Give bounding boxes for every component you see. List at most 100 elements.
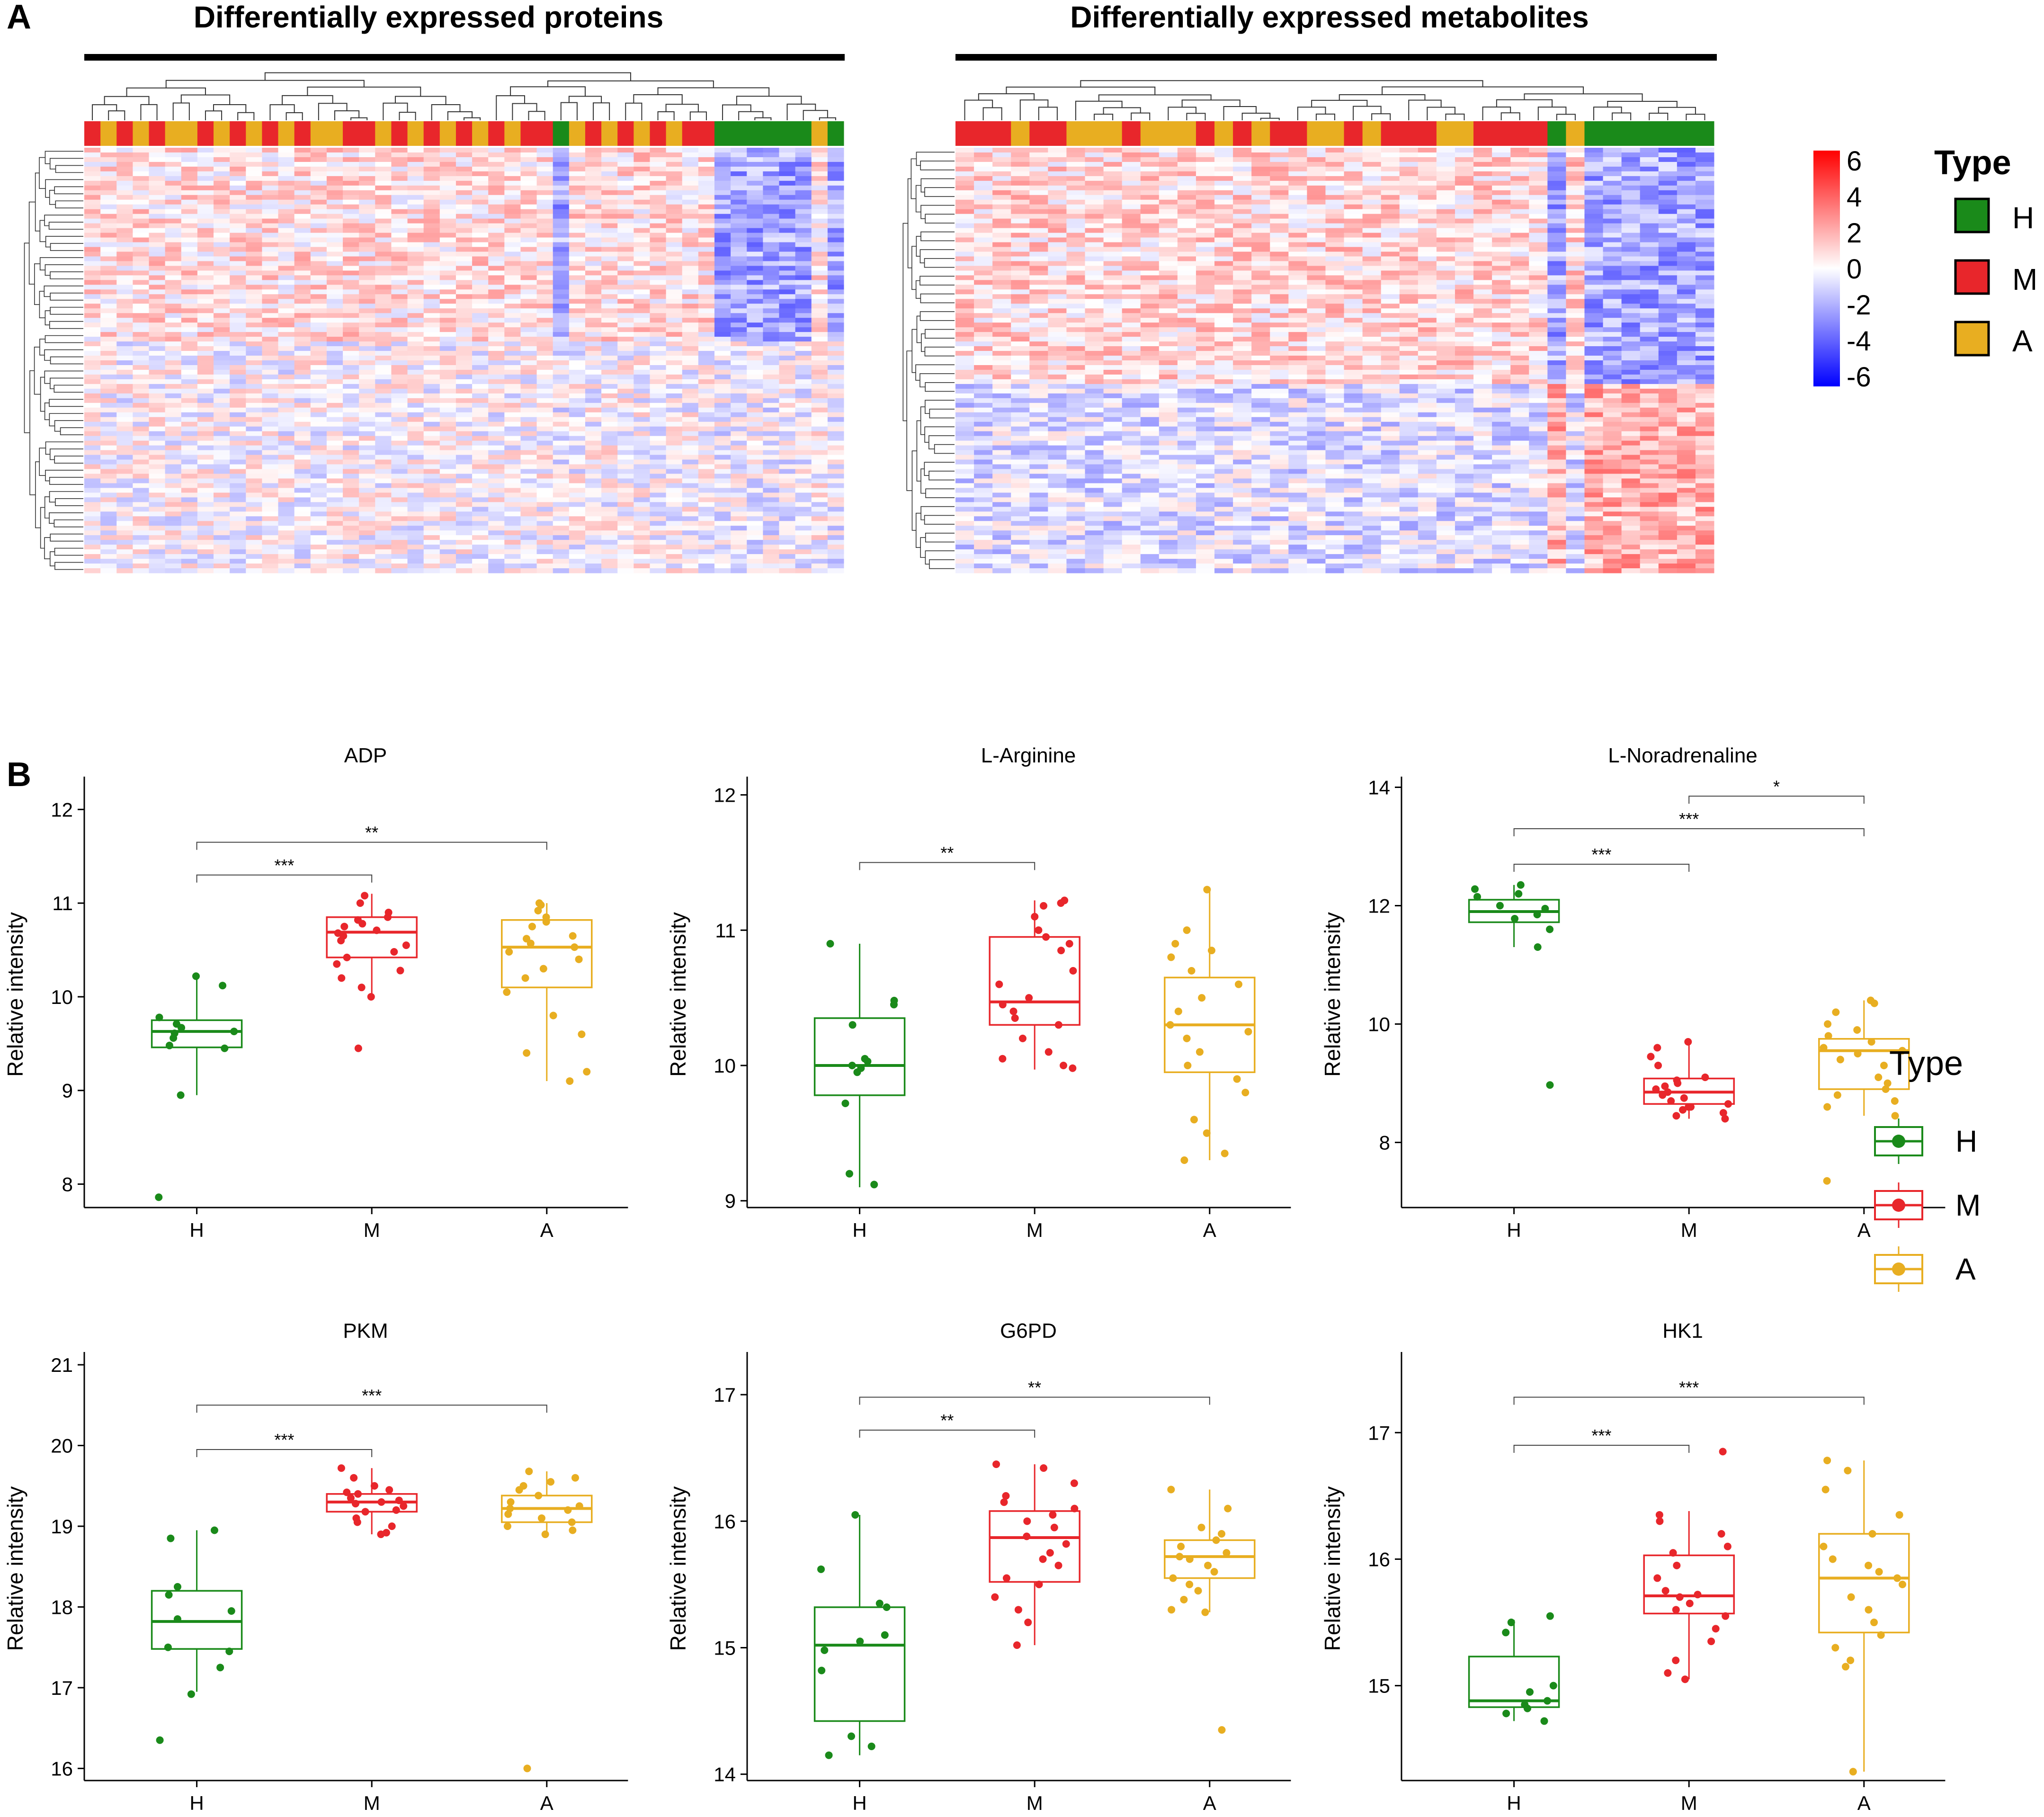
heatmap-cell bbox=[262, 440, 279, 446]
heatmap-cell bbox=[1529, 152, 1548, 158]
heatmap-cell bbox=[504, 507, 521, 512]
heatmap-cell bbox=[326, 393, 343, 399]
heatmap-cell bbox=[747, 337, 763, 342]
heatmap-cell bbox=[343, 242, 359, 248]
heatmap-cell bbox=[181, 209, 198, 215]
dendrogram-branch bbox=[50, 356, 83, 365]
heatmap-cell bbox=[278, 242, 295, 248]
heatmap-cell bbox=[472, 299, 489, 304]
heatmap-cell bbox=[407, 483, 424, 488]
heatmap-cell bbox=[650, 190, 667, 196]
heatmap-cell bbox=[795, 285, 812, 290]
heatmap-cell bbox=[1214, 152, 1233, 158]
heatmap-cell bbox=[617, 356, 634, 361]
heatmap-cell bbox=[955, 195, 974, 200]
heatmap-cell bbox=[84, 450, 101, 456]
heatmap-cell bbox=[714, 308, 731, 313]
heatmap-cell bbox=[585, 374, 602, 380]
heatmap-cell bbox=[391, 474, 408, 479]
heatmap-cell bbox=[714, 545, 731, 550]
heatmap-cell bbox=[375, 407, 392, 413]
heatmap-cell bbox=[1510, 171, 1529, 177]
heatmap-cell bbox=[569, 526, 586, 531]
heatmap-cell bbox=[569, 346, 586, 351]
heatmap-cell bbox=[553, 492, 570, 498]
heatmap-cell bbox=[731, 280, 747, 285]
heatmap-cell bbox=[230, 176, 246, 181]
heatmap-cell bbox=[553, 214, 570, 219]
heatmap-cell bbox=[1455, 176, 1474, 181]
heatmap-cell bbox=[391, 299, 408, 304]
heatmap-cell bbox=[714, 337, 731, 342]
heatmap-cell bbox=[536, 554, 553, 559]
heatmap-cell bbox=[439, 502, 456, 507]
heatmap-cell bbox=[214, 322, 230, 328]
heatmap-cell bbox=[488, 530, 505, 536]
heatmap-cell bbox=[1196, 148, 1215, 153]
heatmap-cell bbox=[455, 365, 473, 370]
heatmap-cell bbox=[666, 270, 683, 276]
heatmap-cell bbox=[601, 199, 618, 205]
heatmap-cell bbox=[698, 511, 715, 517]
heatmap-cell bbox=[488, 195, 505, 200]
heatmap-cell bbox=[617, 185, 634, 191]
heatmap-cell bbox=[100, 379, 117, 385]
heatmap-cell bbox=[811, 289, 828, 295]
dendrogram-branch bbox=[738, 111, 764, 120]
heatmap-cell bbox=[682, 152, 699, 158]
heatmap-metabolites: Differentially expressed metabolites bbox=[902, 0, 1717, 573]
heatmap-cell bbox=[698, 540, 715, 545]
heatmap-cell bbox=[230, 341, 246, 347]
heatmap-cell bbox=[682, 285, 699, 290]
heatmap-cell bbox=[731, 488, 747, 493]
heatmap-cell bbox=[230, 535, 246, 540]
heatmap-cell bbox=[1418, 152, 1437, 158]
heatmap-cell bbox=[1584, 166, 1604, 172]
dendrogram-branch bbox=[49, 413, 83, 427]
heatmap-cell bbox=[634, 294, 650, 299]
heatmap-cell bbox=[520, 256, 537, 261]
heatmap-cell bbox=[634, 478, 650, 483]
heatmap-cell bbox=[763, 228, 779, 233]
heatmap-cell bbox=[1492, 185, 1511, 191]
dendrogram-branch bbox=[45, 179, 83, 198]
heatmap-cell bbox=[650, 199, 667, 205]
heatmap-cell bbox=[795, 469, 812, 474]
annotation-cell-a bbox=[666, 121, 683, 146]
heatmap-cell bbox=[698, 289, 715, 295]
heatmap-cell bbox=[714, 450, 731, 456]
heatmap-cell bbox=[472, 474, 489, 479]
heatmap-cell bbox=[617, 327, 634, 332]
heatmap-cell bbox=[262, 436, 279, 441]
heatmap-cell bbox=[246, 332, 262, 337]
heatmap-cell bbox=[391, 436, 408, 441]
heatmap-cell bbox=[407, 360, 424, 366]
heatmap-cell bbox=[472, 247, 489, 252]
heatmap-cell bbox=[439, 530, 456, 536]
heatmap-cell bbox=[763, 337, 779, 342]
heatmap-cell bbox=[1695, 171, 1714, 177]
heatmap-cell bbox=[520, 507, 537, 512]
heatmap-cell bbox=[634, 365, 650, 370]
heatmap-cell bbox=[955, 199, 974, 205]
heatmap-cell bbox=[391, 242, 408, 248]
heatmap-cell bbox=[585, 488, 602, 493]
heatmap-cell bbox=[1418, 190, 1437, 196]
heatmap-cell bbox=[278, 559, 295, 564]
heatmap-cell bbox=[310, 322, 327, 328]
heatmap-cell bbox=[569, 507, 586, 512]
heatmap-cell bbox=[569, 214, 586, 219]
heatmap-cell bbox=[100, 488, 117, 493]
heatmap-cell bbox=[585, 351, 602, 356]
heatmap-cell bbox=[197, 412, 214, 418]
heatmap-cell bbox=[504, 526, 521, 531]
heatmap-cell bbox=[731, 299, 747, 304]
heatmap-cell bbox=[1270, 148, 1289, 153]
heatmap-cell bbox=[504, 318, 521, 323]
heatmap-cell bbox=[569, 148, 586, 153]
heatmap-cell bbox=[294, 398, 311, 403]
heatmap-cell bbox=[682, 502, 699, 507]
annotation-cell-a bbox=[1140, 121, 1160, 146]
heatmap-cell bbox=[682, 554, 699, 559]
heatmap-cell bbox=[84, 209, 101, 215]
